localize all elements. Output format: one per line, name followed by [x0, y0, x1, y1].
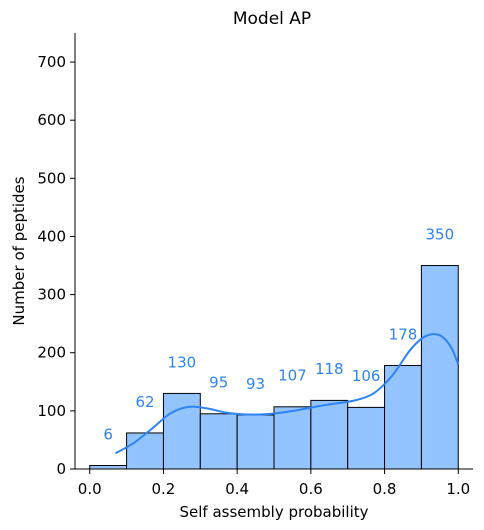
x-ticks-group: 0.0 0.2 0.4 0.6 0.8 1.0	[78, 469, 470, 498]
data-label-1: 62	[135, 393, 154, 411]
bar-5	[274, 407, 311, 469]
bar-0	[90, 466, 127, 469]
bar-8	[385, 366, 422, 469]
y-tick-label: 200	[37, 344, 66, 362]
x-tick-label: 0.0	[78, 480, 102, 498]
y-tick-label: 0	[56, 460, 66, 478]
data-label-9: 350	[426, 225, 455, 243]
x-tick-label: 0.6	[299, 480, 323, 498]
data-label-4: 93	[246, 375, 265, 393]
bars-group	[90, 266, 459, 469]
bar-6	[311, 400, 348, 469]
y-tick-label: 500	[37, 169, 66, 187]
y-ticks-group: 0 100 200 300 400 500 600 700	[37, 53, 75, 478]
data-label-8: 178	[389, 325, 418, 343]
data-label-6: 118	[315, 360, 344, 378]
bar-7	[348, 407, 385, 469]
y-tick-label: 100	[37, 402, 66, 420]
bar-9	[421, 266, 458, 469]
data-label-5: 107	[278, 367, 307, 385]
data-label-0: 6	[103, 425, 113, 443]
data-label-7: 106	[352, 367, 381, 385]
x-axis-label: Self assembly probability	[180, 503, 369, 521]
x-tick-label: 0.8	[373, 480, 397, 498]
y-tick-label: 600	[37, 111, 66, 129]
bar-1	[127, 433, 164, 469]
y-tick-label: 700	[37, 53, 66, 71]
bar-3	[200, 414, 237, 469]
chart-title: Model AP	[233, 9, 311, 29]
y-axis-label: Number of peptides	[10, 176, 28, 325]
data-label-2: 130	[168, 353, 197, 371]
x-tick-label: 0.4	[225, 480, 249, 498]
data-label-3: 95	[209, 374, 228, 392]
bar-2	[163, 393, 200, 469]
y-tick-label: 400	[37, 227, 66, 245]
bar-4	[237, 415, 274, 469]
x-tick-label: 1.0	[446, 480, 470, 498]
y-tick-label: 300	[37, 286, 66, 304]
x-tick-label: 0.2	[152, 480, 176, 498]
